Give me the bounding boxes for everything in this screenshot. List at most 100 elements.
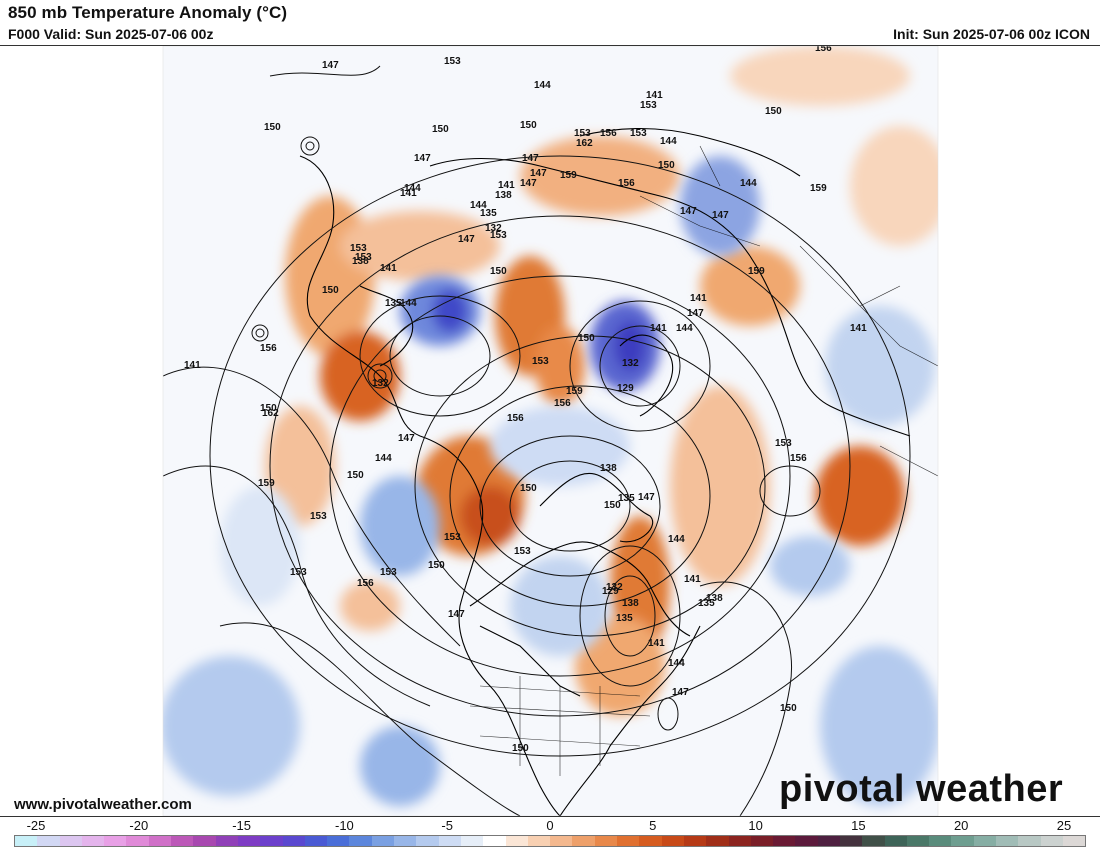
- colorbar-swatch: [839, 836, 863, 846]
- colorbar-swatch: [304, 836, 328, 846]
- contour-label: 129: [617, 383, 634, 394]
- colorbar-swatch: [15, 836, 38, 846]
- colorbar-swatch: [104, 836, 127, 846]
- colorbar-swatch: [59, 836, 82, 846]
- contour-label: 147: [414, 153, 431, 164]
- contour-label: 144: [740, 178, 757, 189]
- colorbar-swatch: [795, 836, 818, 846]
- contour-label: 150: [780, 703, 797, 714]
- colorbar-swatch: [81, 836, 105, 846]
- contour-label: 162: [262, 408, 279, 419]
- colorbar-swatch: [996, 836, 1019, 846]
- contour-label: 153: [290, 567, 307, 578]
- contour-label: 138: [352, 256, 369, 267]
- colorbar-swatch: [1018, 836, 1041, 846]
- colorbar-tick-label: 5: [649, 818, 657, 833]
- colorbar-swatch: [661, 836, 684, 846]
- colorbar-swatch: [193, 836, 216, 846]
- contour-label: 147: [680, 206, 697, 217]
- contour-label: 159: [748, 266, 765, 277]
- colorbar-swatch: [906, 836, 930, 846]
- contour-label: 150: [512, 743, 529, 754]
- contour-label: 141: [690, 293, 707, 304]
- contour-label: 159: [560, 170, 577, 181]
- contour-label: 156: [260, 343, 277, 354]
- contour-label: 147: [398, 433, 415, 444]
- contour-label: 156: [815, 46, 832, 54]
- contour-label: 153: [310, 511, 327, 522]
- colorbar-tick-label: 10: [748, 818, 763, 833]
- contour-label: 141: [850, 323, 867, 334]
- contour-label: 153: [380, 567, 397, 578]
- contour-label: 159: [566, 386, 583, 397]
- colorbar-swatch: [706, 836, 729, 846]
- contour-label: 150: [578, 333, 595, 344]
- colorbar-tick-label: 25: [1056, 818, 1072, 833]
- colorbar-swatch: [37, 836, 60, 846]
- contour-label: 153: [490, 230, 507, 241]
- page-title: 850 mb Temperature Anomaly (°C): [8, 3, 288, 22]
- colorbar-tick-label: -15: [232, 818, 251, 833]
- contour-label: 153: [444, 56, 461, 67]
- contour-label: 141: [400, 188, 417, 199]
- contour-label: 153: [775, 438, 792, 449]
- colorbar-swatch: [505, 836, 528, 846]
- contour-label: 150: [322, 285, 339, 296]
- contour-label: 141: [684, 574, 701, 585]
- contour-label: 150: [658, 160, 675, 171]
- contour-label: 156: [507, 413, 524, 424]
- contour-label: 141: [648, 638, 665, 649]
- contour-label: 141: [498, 180, 515, 191]
- contour-label: 150: [765, 106, 782, 117]
- contour-label: 159: [810, 183, 827, 194]
- contour-label: 153: [444, 532, 461, 543]
- colorbar-tick-label: -20: [129, 818, 149, 833]
- contour-label: 141: [650, 323, 667, 334]
- init-time-label: Init: Sun 2025-07-06 00z ICON: [893, 26, 1090, 42]
- colorbar-swatch: [1062, 836, 1086, 846]
- contour-label: 153: [355, 252, 372, 263]
- contour-label: 132: [372, 378, 389, 389]
- contour-label: 147: [672, 687, 689, 698]
- contour-label: 150: [520, 120, 537, 131]
- colorbar-swatch: [171, 836, 194, 846]
- colorbar-swatch: [639, 836, 662, 846]
- contour-label: 153: [630, 128, 647, 139]
- contour-label: 135: [698, 598, 715, 609]
- contour-label: 144: [676, 323, 693, 334]
- colorbar-swatch: [416, 836, 439, 846]
- contour-label: 138: [622, 598, 639, 609]
- contour-label: 147: [458, 234, 475, 245]
- political-borders: [469, 145, 938, 776]
- contour-label: 156: [618, 178, 635, 189]
- colorbar-swatch: [550, 836, 573, 846]
- contour-label: 132: [606, 582, 623, 593]
- contour-label: 132: [622, 358, 639, 369]
- contour-label: 150: [260, 403, 277, 414]
- colorbar-swatch: [438, 836, 461, 846]
- colorbar-swatch: [215, 836, 238, 846]
- colorbar-swatch: [572, 836, 595, 846]
- contour-label: 147: [448, 609, 465, 620]
- contour-label: 132: [485, 223, 502, 234]
- colorbar-swatch: [750, 836, 774, 846]
- logo-text-left: pivo: [779, 768, 860, 810]
- colorbar-swatch: [728, 836, 751, 846]
- colorbar-swatch: [862, 836, 885, 846]
- contour-label: 147: [638, 492, 655, 503]
- coastlines: [299, 127, 911, 816]
- contour-label: 144: [534, 80, 551, 91]
- pivotal-weather-logo: pivotal weather: [779, 768, 1063, 811]
- warm-anomaly-layer: [265, 46, 938, 716]
- contour-label: 156: [554, 398, 571, 409]
- colorbar-swatch: [282, 836, 305, 846]
- colorbar-swatch: [394, 836, 417, 846]
- contour-label: 150: [428, 560, 445, 571]
- colorbar-swatch: [349, 836, 372, 846]
- colorbar-swatch: [951, 836, 974, 846]
- contour-label: 150: [432, 124, 449, 135]
- contour-label: 135: [618, 493, 635, 504]
- contour-label: 141: [184, 360, 201, 371]
- contour-label: 147: [530, 168, 547, 179]
